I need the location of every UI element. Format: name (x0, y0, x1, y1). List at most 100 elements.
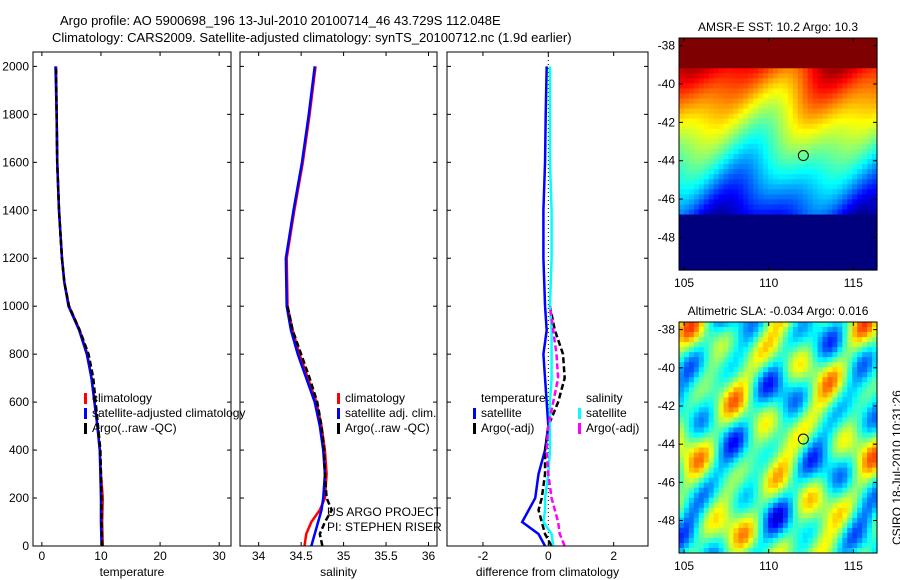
heatmap-cell (718, 457, 725, 464)
heatmap-cell (708, 412, 715, 419)
heatmap-cell (872, 532, 878, 539)
heatmap-cell (703, 347, 710, 353)
heatmap-cell (688, 357, 695, 363)
heatmap-cell (708, 169, 715, 175)
heatmap-cell (872, 118, 878, 125)
heatmap-cell (867, 219, 873, 226)
heatmap-cell (768, 219, 774, 226)
heatmap-cell (698, 83, 705, 90)
heatmap-cell (773, 337, 779, 343)
heatmap-cell (768, 502, 774, 509)
heatmap-cell (832, 169, 838, 175)
heatmap-cell (867, 322, 873, 328)
heatmap-cell (763, 219, 769, 226)
heatmap-cell (817, 249, 824, 256)
heatmap-cell (733, 512, 739, 519)
heatmap-cell (782, 113, 789, 120)
heatmap-cell (679, 123, 685, 130)
heatmap-cell (753, 73, 759, 79)
heatmap-cell (718, 547, 725, 554)
heatmap-cell (857, 352, 863, 358)
heatmap-cell (822, 397, 829, 403)
heatmap-cell (837, 332, 843, 338)
heatmap-cell (847, 244, 853, 251)
heatmap-cell (832, 123, 838, 130)
heatmap-cell (787, 512, 794, 519)
heatmap-cell (797, 387, 804, 393)
heatmap-cell (753, 148, 759, 155)
y-tick-label: 600 (9, 395, 29, 409)
heatmap-cell (857, 159, 863, 165)
heatmap-cell (693, 143, 700, 150)
heatmap-cell (822, 73, 829, 79)
heatmap-cell (758, 477, 764, 484)
heatmap-cell (817, 58, 824, 64)
heatmap-cell (763, 214, 769, 221)
heatmap-cell (787, 159, 794, 165)
heatmap-cell (708, 219, 715, 226)
heatmap-cell (782, 234, 789, 241)
heatmap-cell (679, 174, 685, 180)
heatmap-cell (703, 442, 710, 449)
heatmap-cell (738, 63, 744, 69)
heatmap-cell (743, 123, 749, 130)
heatmap-cell (797, 542, 804, 549)
heatmap-cell (812, 174, 819, 180)
heatmap-cell (857, 482, 863, 489)
heatmap-cell (837, 164, 843, 170)
heatmap-cell (768, 462, 774, 469)
heatmap-cell (679, 337, 685, 343)
heatmap-cell (817, 214, 824, 221)
heatmap-cell (738, 472, 744, 479)
heatmap-cell (698, 63, 705, 69)
heatmap-cell (688, 402, 695, 408)
heatmap-cell (683, 224, 690, 231)
heatmap-cell (787, 123, 794, 130)
heatmap-cell (797, 347, 804, 353)
heatmap-cell (768, 352, 774, 358)
legend-label: satellite adj. clim. (345, 406, 436, 420)
heatmap-cell (688, 154, 695, 160)
heatmap-cell (698, 527, 705, 534)
heatmap-cell (773, 387, 779, 393)
heatmap-cell (862, 432, 868, 439)
heatmap-cell (837, 527, 843, 534)
heatmap-cell (703, 224, 710, 231)
heatmap-cell (847, 164, 853, 170)
heatmap-cell (792, 422, 799, 429)
heatmap-cell (758, 169, 764, 175)
heatmap-cell (782, 402, 789, 408)
heatmap-cell (842, 43, 848, 49)
heatmap-cell (852, 254, 858, 261)
heatmap-cell (703, 58, 710, 64)
heatmap-cell (688, 244, 695, 251)
heatmap-cell (812, 477, 819, 484)
heatmap-cell (872, 397, 878, 403)
heatmap-cell (797, 164, 804, 170)
heatmap-cell (872, 264, 878, 271)
heatmap-cell (832, 214, 838, 221)
heatmap-cell (728, 234, 735, 241)
heatmap-cell (827, 432, 834, 439)
heatmap-cell (852, 108, 858, 115)
heatmap-cell (852, 159, 858, 165)
heatmap-cell (778, 337, 784, 343)
heatmap-cell (832, 259, 838, 266)
heatmap-cell (758, 472, 764, 479)
heatmap-cell (728, 332, 735, 338)
heatmap-cell (832, 522, 838, 529)
heatmap-cell (703, 457, 710, 464)
heatmap-cell (683, 462, 690, 469)
heatmap-cell (837, 507, 843, 514)
heatmap-cell (842, 58, 848, 64)
heatmap-cell (679, 118, 685, 125)
heatmap-cell (832, 184, 838, 190)
heatmap-cell (738, 452, 744, 459)
heatmap-cell (782, 467, 789, 474)
heatmap-cell (718, 154, 725, 160)
heatmap-cell (797, 63, 804, 69)
heatmap-cell (768, 407, 774, 413)
heatmap-cell (872, 487, 878, 494)
heatmap-cell (832, 502, 838, 509)
heatmap-cell (738, 507, 744, 514)
